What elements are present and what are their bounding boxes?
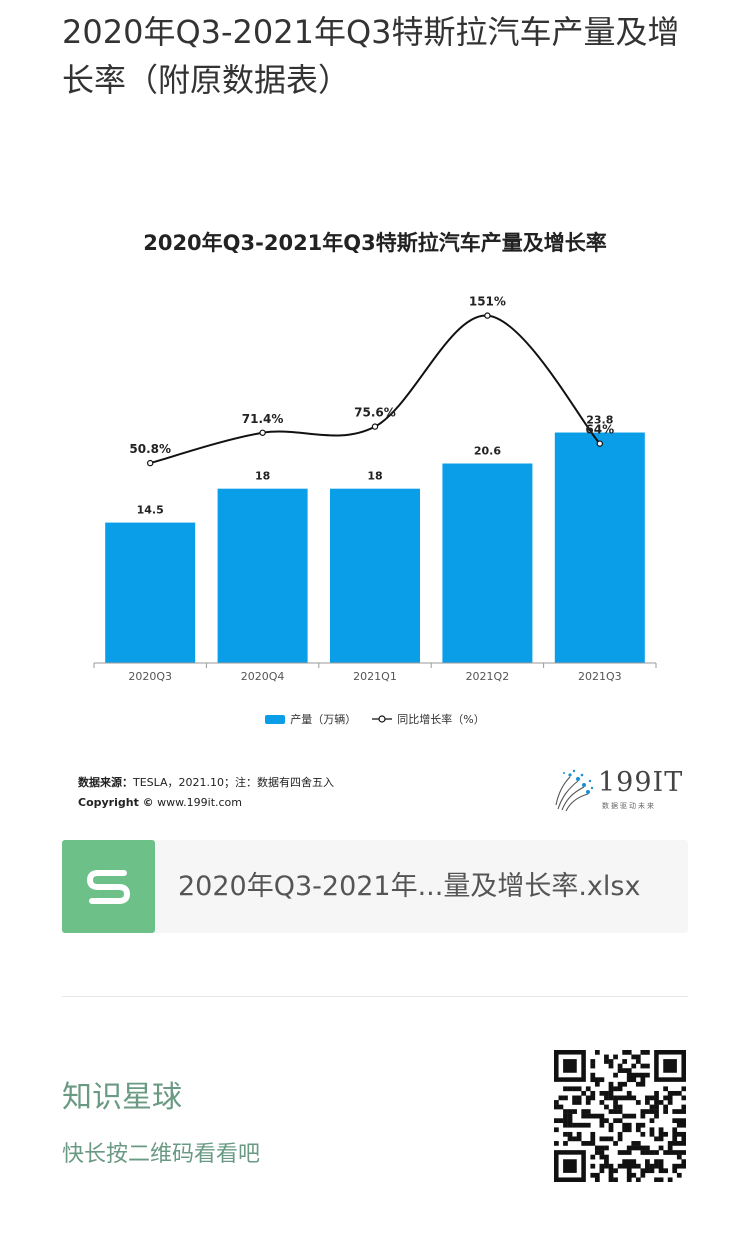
chart-image[interactable]: 2020年Q3-2021年Q3特斯拉汽车产量及增长率 14.5 18 18 20.6 2… <box>62 205 688 830</box>
line-point-2020Q4 <box>259 429 266 436</box>
bar-label-2020Q4: 18 <box>255 470 270 483</box>
line-label-2021Q1: 75.6% <box>354 406 396 420</box>
dots-logo-icon <box>555 769 594 812</box>
source-note: 数据来源：TESLA，2021.10；注：数据有四舍五入 Copyright ©… <box>78 773 334 813</box>
article-title: 2020年Q3-2021年Q3特斯拉汽车产量及增长率（附原数据表） <box>62 13 680 99</box>
legend-item-production: 产量（万辆） <box>265 711 356 727</box>
knowledge-planet-subtitle: 快长按二维码看看吧 <box>62 1142 261 1167</box>
legend-item-growth: 同比增长率（%） <box>372 711 485 727</box>
bar-label-2021Q3: 23.8 <box>586 414 613 427</box>
x-tick-2021Q3: 2021Q3 <box>578 670 622 683</box>
source-text: TESLA，2021.10；注：数据有四舍五入 <box>133 776 335 789</box>
line-point-2021Q2 <box>484 312 491 319</box>
legend-label-growth: 同比增长率（%） <box>397 713 485 726</box>
file-name: 2020年Q3-2021年...量及增长率.xlsx <box>178 871 641 902</box>
chart-legend: 产量（万辆） 同比增长率（%） <box>62 711 688 727</box>
bar-2021Q3 <box>554 432 645 663</box>
x-tick-2021Q1: 2021Q1 <box>353 670 397 683</box>
chart-svg: 14.5 18 18 20.6 23.8 2020Q3 2020Q4 2021Q1 2021Q… <box>93 295 657 683</box>
brand-name: 199IT <box>598 767 684 798</box>
bar-label-2021Q2: 20.6 <box>474 445 501 458</box>
bar-2020Q3 <box>105 522 196 663</box>
brand-slogan: 数据驱动未来 <box>602 802 656 810</box>
brand-logo: 199IT 数据驱动未来 <box>552 765 682 815</box>
section-divider <box>62 996 688 997</box>
bar-2021Q1 <box>330 488 420 663</box>
bar-2021Q2 <box>442 463 533 663</box>
line-label-2021Q3: 64% <box>585 423 614 437</box>
line-point-2021Q1 <box>371 423 379 430</box>
x-tick-2020Q4: 2020Q4 <box>241 670 285 683</box>
x-tick-2020Q3: 2020Q3 <box>128 670 172 683</box>
source-label: 数据来源： <box>78 776 133 789</box>
x-tick-2021Q2: 2021Q2 <box>466 670 510 683</box>
legend-label-production: 产量（万辆） <box>290 713 357 726</box>
chart-title: 2020年Q3-2021年Q3特斯拉汽车产量及增长率 <box>143 231 607 255</box>
bar-label-2021Q1: 18 <box>367 470 382 483</box>
spreadsheet-file-icon <box>62 840 155 933</box>
attachment-file-card[interactable]: 2020年Q3-2021年...量及增长率.xlsx <box>62 840 688 933</box>
line-label-2020Q4: 71.4% <box>242 412 284 426</box>
copyright-label: Copyright © <box>78 796 154 809</box>
qr-code-icon[interactable] <box>554 1050 687 1183</box>
line-label-2020Q3: 50.8% <box>129 442 171 456</box>
s-letter-icon <box>87 870 130 904</box>
bar-2020Q4 <box>217 488 308 663</box>
knowledge-planet-title: 知识星球 <box>62 1080 182 1115</box>
qr-code-graphic <box>554 1050 687 1183</box>
bar-label-2020Q3: 14.5 <box>137 504 164 517</box>
growth-rate-line <box>149 314 601 465</box>
line-label-2021Q2: 151% <box>469 295 506 309</box>
line-point-2020Q3 <box>146 459 154 467</box>
legend-bar-swatch <box>265 714 286 724</box>
copyright-site: www.199it.com <box>157 796 243 809</box>
line-point-2021Q3 <box>596 440 604 447</box>
legend-line-swatch <box>372 715 393 723</box>
